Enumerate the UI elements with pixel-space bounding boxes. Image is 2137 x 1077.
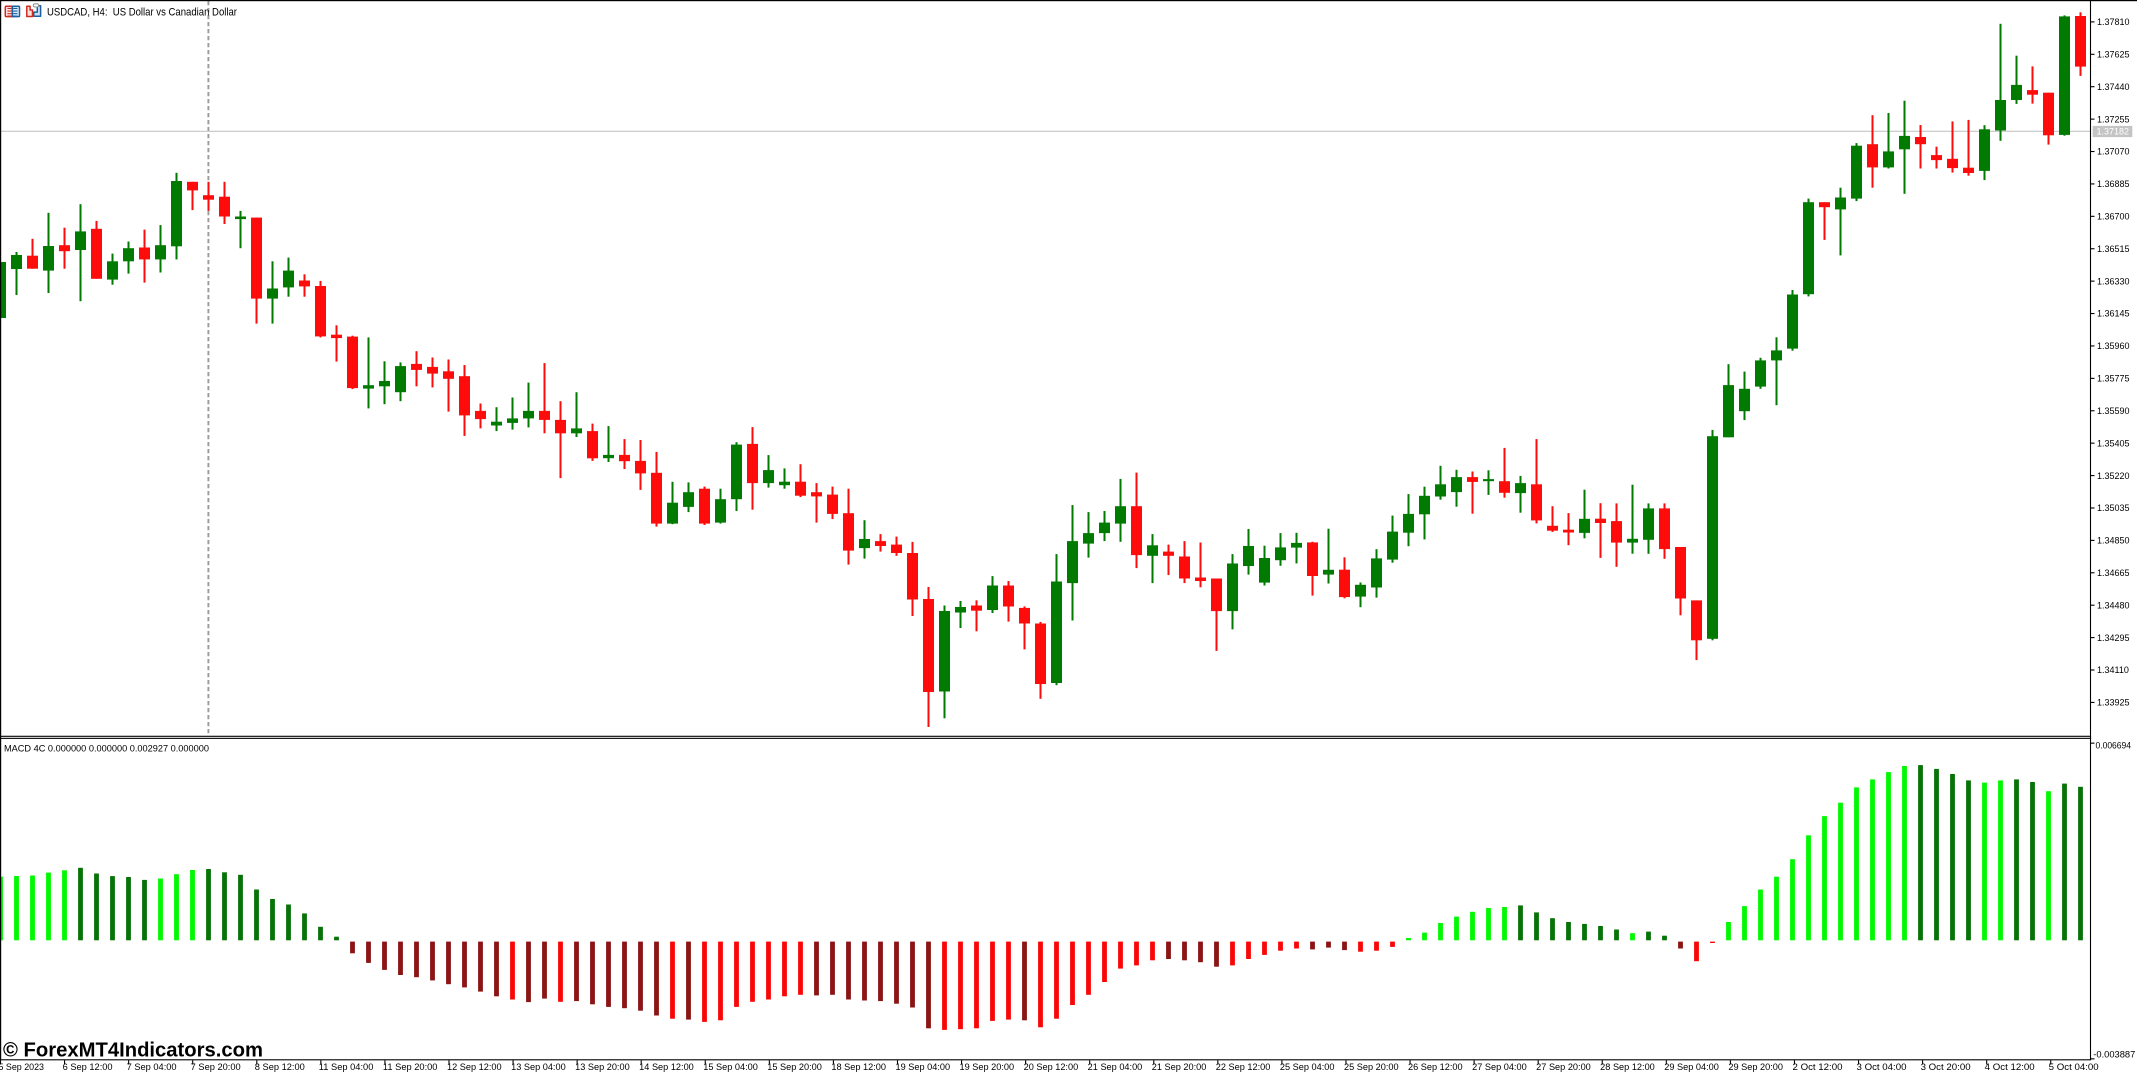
svg-text:2 Oct 12:00: 2 Oct 12:00 <box>1793 1062 1843 1072</box>
svg-text:1.34110: 1.34110 <box>2097 665 2129 675</box>
svg-text:13 Sep 04:00: 13 Sep 04:00 <box>511 1062 566 1072</box>
svg-text:21 Sep 20:00: 21 Sep 20:00 <box>1152 1062 1207 1072</box>
svg-text:MACD 4C 0.000000 0.000000 0.00: MACD 4C 0.000000 0.000000 0.002927 0.000… <box>4 744 209 754</box>
svg-text:21 Sep 04:00: 21 Sep 04:00 <box>1088 1062 1143 1072</box>
svg-text:18 Sep 12:00: 18 Sep 12:00 <box>831 1062 886 1072</box>
svg-text:1.34295: 1.34295 <box>2097 633 2130 643</box>
svg-text:11 Sep 04:00: 11 Sep 04:00 <box>319 1062 374 1072</box>
svg-text:6 Sep 12:00: 6 Sep 12:00 <box>63 1062 113 1072</box>
svg-text:3 Oct 04:00: 3 Oct 04:00 <box>1857 1062 1907 1072</box>
svg-text:1.34665: 1.34665 <box>2097 568 2130 578</box>
svg-text:29 Sep 04:00: 29 Sep 04:00 <box>1664 1062 1719 1072</box>
svg-text:13 Sep 20:00: 13 Sep 20:00 <box>575 1062 630 1072</box>
svg-text:1.35960: 1.35960 <box>2097 341 2130 351</box>
svg-text:27 Sep 04:00: 27 Sep 04:00 <box>1472 1062 1527 1072</box>
svg-text:7 Sep 20:00: 7 Sep 20:00 <box>191 1062 241 1072</box>
svg-text:5 Oct 04:00: 5 Oct 04:00 <box>2049 1062 2099 1072</box>
svg-text:7 Sep 04:00: 7 Sep 04:00 <box>127 1062 177 1072</box>
svg-text:USDCAD, H4: US Dollar vs Cana: USDCAD, H4: US Dollar vs Canadian Dollar <box>47 6 237 18</box>
svg-text:1.37255: 1.37255 <box>2097 114 2130 124</box>
svg-text:1.36330: 1.36330 <box>2097 276 2130 286</box>
svg-text:19 Sep 04:00: 19 Sep 04:00 <box>896 1062 951 1072</box>
svg-text:1.36145: 1.36145 <box>2097 309 2130 319</box>
svg-text:1.35220: 1.35220 <box>2097 471 2130 481</box>
svg-text:1.33925: 1.33925 <box>2097 698 2130 708</box>
svg-text:27 Sep 20:00: 27 Sep 20:00 <box>1536 1062 1591 1072</box>
svg-text:19 Sep 20:00: 19 Sep 20:00 <box>960 1062 1015 1072</box>
svg-text:1.37625: 1.37625 <box>2097 50 2130 60</box>
svg-text:11 Sep 20:00: 11 Sep 20:00 <box>383 1062 438 1072</box>
svg-text:1.37182: 1.37182 <box>2097 127 2130 137</box>
svg-text:1.35775: 1.35775 <box>2097 374 2130 384</box>
svg-text:1.35035: 1.35035 <box>2097 503 2130 513</box>
svg-text:14 Sep 12:00: 14 Sep 12:00 <box>639 1062 694 1072</box>
svg-text:26 Sep 12:00: 26 Sep 12:00 <box>1408 1062 1463 1072</box>
svg-text:1.35405: 1.35405 <box>2097 438 2130 448</box>
svg-text:1.36885: 1.36885 <box>2097 179 2130 189</box>
svg-text:1.36700: 1.36700 <box>2097 212 2130 222</box>
svg-text:15 Sep 20:00: 15 Sep 20:00 <box>767 1062 822 1072</box>
svg-text:8 Sep 12:00: 8 Sep 12:00 <box>255 1062 305 1072</box>
svg-text:12 Sep 12:00: 12 Sep 12:00 <box>447 1062 502 1072</box>
svg-text:1.35590: 1.35590 <box>2097 406 2130 416</box>
svg-text:25 Sep 04:00: 25 Sep 04:00 <box>1280 1062 1335 1072</box>
svg-text:20 Sep 12:00: 20 Sep 12:00 <box>1024 1062 1079 1072</box>
svg-text:29 Sep 20:00: 29 Sep 20:00 <box>1728 1062 1783 1072</box>
svg-text:-0.003887: -0.003887 <box>2093 1049 2135 1059</box>
svg-text:© ForexMT4Indicators.com: © ForexMT4Indicators.com <box>3 1039 263 1061</box>
svg-text:1.37810: 1.37810 <box>2097 17 2130 27</box>
svg-text:1.37440: 1.37440 <box>2097 82 2130 92</box>
svg-text:5 Sep 2023: 5 Sep 2023 <box>0 1062 44 1072</box>
svg-text:3 Oct 20:00: 3 Oct 20:00 <box>1921 1062 1971 1072</box>
svg-text:1.34480: 1.34480 <box>2097 600 2130 610</box>
svg-text:1.34850: 1.34850 <box>2097 536 2130 546</box>
svg-text:25 Sep 20:00: 25 Sep 20:00 <box>1344 1062 1399 1072</box>
svg-text:0.006694: 0.006694 <box>2096 741 2132 751</box>
svg-text:1.36515: 1.36515 <box>2097 244 2130 254</box>
svg-text:28 Sep 12:00: 28 Sep 12:00 <box>1600 1062 1655 1072</box>
svg-text:15 Sep 04:00: 15 Sep 04:00 <box>703 1062 758 1072</box>
svg-text:4 Oct 12:00: 4 Oct 12:00 <box>1985 1062 2035 1072</box>
svg-text:1.37070: 1.37070 <box>2097 147 2130 157</box>
svg-text:22 Sep 12:00: 22 Sep 12:00 <box>1216 1062 1271 1072</box>
